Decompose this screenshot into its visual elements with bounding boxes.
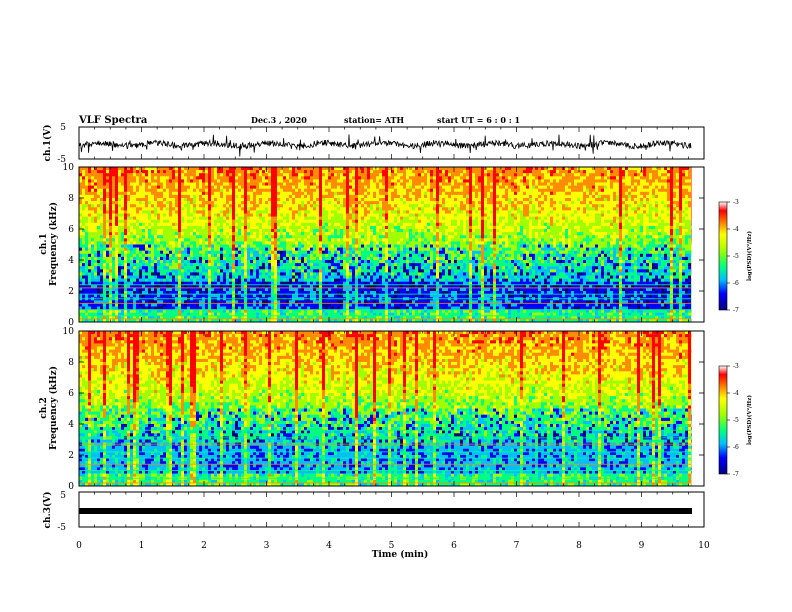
frequency-tick-label: 8 [68, 194, 74, 204]
ch3-ytick-bottom: -5 [57, 523, 66, 533]
frequency-tick-label: 4 [68, 420, 74, 430]
ch1-waveform-panel: 5 -5 ch.1(V) [42, 123, 705, 165]
ch3-waveform-ylabel: ch.3(V) [42, 492, 53, 529]
time-tick-label: 6 [451, 541, 457, 551]
frequency-tick-label: 10 [63, 327, 75, 337]
ch3-waveform-panel: 5 -5 ch.3(V) [42, 491, 705, 533]
colorbar-tick-label: -4 [733, 390, 739, 397]
time-axis-ticks [78, 127, 705, 527]
colorbar-tick-label: -7 [733, 471, 739, 478]
ch2-colorbar-label: log(PSD)(V²/Hz) [746, 395, 753, 445]
ch2-spectrogram-image [79, 331, 704, 487]
colorbar-tick-label: -3 [733, 363, 739, 370]
ch1-ytick-top: 5 [60, 123, 66, 133]
ch3-ytick-top: 5 [60, 491, 66, 501]
colorbar-tick-label: -3 [733, 199, 739, 206]
start-time-label: start UT = 6 : 0 : 1 [437, 115, 520, 125]
figure-title: VLF Spectra [78, 115, 148, 126]
ch1-colorbar-label: log(PSD)(V²/Hz) [746, 231, 753, 281]
time-tick-label: 3 [264, 541, 270, 551]
time-tick-label: 10 [698, 541, 710, 551]
ch2-frequency-ticks: 0 2 4 6 8 10 [63, 327, 704, 492]
time-tick-label: 8 [576, 541, 582, 551]
frequency-tick-label: 6 [68, 225, 74, 235]
ch1-spectrogram-ylabel-channel: ch.1 [39, 233, 49, 254]
time-axis-label: Time (min) [372, 549, 429, 560]
time-tick-label: 7 [514, 541, 520, 551]
ch1-ytick-bottom: -5 [57, 155, 66, 165]
ch1-spectrogram-ylabel: Frequency (kHz) [48, 202, 59, 286]
colorbar-tick-label: -4 [733, 226, 739, 233]
ch1-spectrogram-panel: 0 2 4 6 8 10 ch.1 Frequency (kHz) [39, 163, 705, 328]
colorbar-tick-label: -7 [733, 307, 739, 314]
frequency-tick-label: 8 [68, 358, 74, 368]
time-tick-label: 1 [139, 541, 145, 551]
station-label: station= ATH [344, 115, 404, 125]
colorbar-tick-label: -6 [733, 280, 739, 287]
colorbar-tick-label: -5 [733, 417, 739, 424]
ch2-colorbar: -3 -4 -5 -6 -7 log(PSD)(V²/Hz) [718, 363, 753, 478]
colorbar-tick-label: -5 [733, 253, 739, 260]
time-axis-labels: 0 1 2 3 4 5 6 7 8 9 10 [76, 541, 710, 551]
frequency-tick-label: 10 [63, 163, 75, 173]
frequency-tick-label: 2 [68, 451, 74, 461]
frequency-tick-label: 4 [68, 256, 74, 266]
ch2-spectrogram-ylabel-channel: ch.2 [39, 397, 49, 418]
frequency-tick-label: 6 [68, 389, 74, 399]
ch3-waveform-band [79, 508, 692, 514]
ch1-frequency-ticks: 0 2 4 6 8 10 [63, 163, 704, 328]
ch2-spectrogram-ylabel: Frequency (kHz) [48, 366, 59, 450]
frequency-tick-label: 0 [68, 482, 74, 492]
time-tick-label: 5 [389, 541, 395, 551]
ch1-waveform-ylabel: ch.1(V) [42, 125, 53, 162]
colorbar-tick-label: -6 [733, 444, 739, 451]
date-label: Dec.3 , 2020 [251, 115, 307, 125]
ch2-spectrogram-panel: 0 2 4 6 8 10 ch.2 Frequency (kHz) [39, 327, 705, 492]
frequency-tick-label: 2 [68, 287, 74, 297]
ch1-spectrogram-image [79, 167, 704, 323]
frequency-tick-label: 0 [68, 318, 74, 328]
ch1-colorbar: -3 -4 -5 -6 -7 log(PSD)(V²/Hz) [718, 199, 753, 314]
time-tick-label: 2 [201, 541, 207, 551]
time-tick-label: 9 [639, 541, 645, 551]
time-tick-label: 0 [76, 541, 82, 551]
ch1-waveform-line [78, 134, 692, 157]
time-tick-label: 4 [326, 541, 332, 551]
